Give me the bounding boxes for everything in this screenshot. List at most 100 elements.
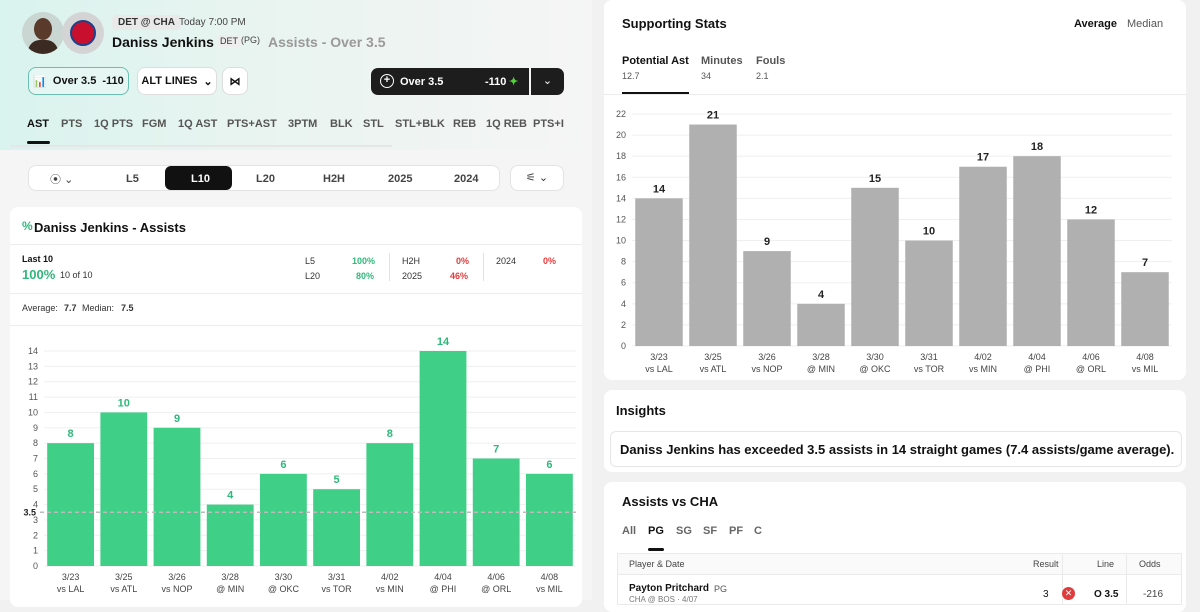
y-tick-label: 8 bbox=[33, 438, 38, 448]
filter-button[interactable]: ⚟ ⌄ bbox=[510, 165, 564, 191]
toggle-average[interactable]: Average bbox=[1074, 18, 1118, 30]
split-value-2025: 46% bbox=[450, 271, 469, 281]
bar-value-label: 14 bbox=[437, 336, 450, 348]
y-tick-label: 11 bbox=[29, 392, 38, 402]
tab-blk[interactable]: BLK bbox=[330, 118, 353, 130]
bar-value-label: 18 bbox=[1031, 141, 1043, 153]
tab-reb[interactable]: REB bbox=[453, 118, 477, 130]
tab-1q-ast[interactable]: 1Q AST bbox=[178, 118, 218, 130]
tab-potential-ast[interactable]: Potential Ast bbox=[622, 55, 689, 67]
tab-minutes[interactable]: Minutes bbox=[701, 55, 743, 67]
bet-dropdown-button[interactable]: ⌄ bbox=[531, 68, 564, 95]
y-tick-label: 14 bbox=[616, 193, 626, 203]
assists-vs-title: Assists vs CHA bbox=[622, 494, 719, 509]
y-tick-label: 18 bbox=[616, 151, 626, 161]
tab-1q-pts[interactable]: 1Q PTS bbox=[94, 118, 134, 130]
position-tab-pf[interactable]: PF bbox=[729, 525, 744, 537]
range-h2h[interactable]: H2H bbox=[323, 173, 346, 185]
tab-1q-reb[interactable]: 1Q REB bbox=[486, 118, 527, 130]
y-tick-label: 6 bbox=[621, 278, 626, 288]
bar-value-label: 9 bbox=[174, 413, 180, 425]
bar bbox=[851, 187, 899, 346]
y-tick-label: 0 bbox=[33, 561, 38, 571]
stat-tabs: AST PTS 1Q PTS FGM 1Q AST PTS+AST 3PTM BLK STL ST… bbox=[0, 116, 592, 146]
bar-value-label: 6 bbox=[546, 459, 552, 471]
selected-line-button[interactable]: 📊 Over 3.5 -110 bbox=[28, 67, 129, 95]
tab-fgm[interactable]: FGM bbox=[142, 118, 167, 130]
x-tick-opponent: vs ATL bbox=[700, 364, 727, 374]
x-tick-opponent: vs NOP bbox=[751, 364, 782, 374]
x-tick-date: 4/08 bbox=[541, 572, 559, 582]
position-tab-pg[interactable]: PG bbox=[648, 525, 664, 537]
x-tick-date: 3/30 bbox=[275, 572, 293, 582]
row-line: O 3.5 bbox=[1094, 589, 1119, 600]
range-l5[interactable]: L5 bbox=[126, 173, 139, 185]
bar-value-label: 8 bbox=[387, 428, 393, 440]
x-tick-date: 3/26 bbox=[168, 572, 186, 582]
bar bbox=[1121, 272, 1169, 346]
x-tick-date: 4/08 bbox=[1136, 352, 1154, 362]
tab-pts[interactable]: PTS bbox=[61, 118, 83, 130]
bar-value-label: 10 bbox=[923, 226, 935, 238]
divider bbox=[1126, 553, 1127, 605]
alt-lines-label: ALT LINES bbox=[141, 75, 198, 87]
alt-lines-button[interactable]: ALT LINES ⌄ bbox=[137, 67, 217, 95]
position-tab-all[interactable]: All bbox=[622, 525, 637, 537]
tab-fouls[interactable]: Fouls bbox=[756, 55, 786, 67]
tab-stl[interactable]: STL bbox=[363, 118, 384, 130]
split-value-l20: 80% bbox=[356, 271, 375, 281]
bar bbox=[635, 198, 683, 346]
position-tab-c[interactable]: C bbox=[754, 525, 762, 537]
trend-chart-button[interactable]: ⋈ bbox=[222, 67, 248, 95]
x-tick-date: 3/25 bbox=[704, 352, 722, 362]
place-bet-button[interactable]: + Over 3.5 -110 ✦ bbox=[371, 68, 529, 95]
bar-value-label: 12 bbox=[1085, 204, 1097, 216]
bar bbox=[47, 443, 95, 566]
insights-title: Insights bbox=[616, 403, 666, 418]
y-tick-label: 0 bbox=[621, 341, 626, 351]
line-marker-label: 3.5 bbox=[23, 507, 36, 517]
tab-pts-ast[interactable]: PTS+AST bbox=[227, 118, 277, 130]
tab-active-indicator bbox=[622, 92, 689, 94]
range-active-indicator bbox=[165, 166, 232, 190]
y-tick-label: 6 bbox=[33, 469, 38, 479]
bar-value-label: 15 bbox=[869, 173, 881, 185]
bet-label: Over 3.5 bbox=[400, 76, 444, 88]
divider bbox=[10, 325, 582, 326]
tab-ast[interactable]: AST bbox=[27, 118, 49, 130]
tab-stl-blk[interactable]: STL+BLK bbox=[395, 118, 445, 130]
tab-minutes-value: 34 bbox=[701, 71, 712, 81]
divider bbox=[604, 94, 1186, 95]
chevron-down-icon: ⌄ bbox=[203, 75, 213, 88]
miss-x-icon: ✕ bbox=[1062, 587, 1075, 600]
range-l20[interactable]: L20 bbox=[256, 173, 275, 185]
last-label: Last 10 bbox=[22, 254, 54, 264]
y-tick-label: 9 bbox=[33, 423, 38, 433]
toggle-median[interactable]: Median bbox=[1127, 18, 1164, 30]
game-time: Today 7:00 PM bbox=[179, 17, 246, 28]
range-2025[interactable]: 2025 bbox=[388, 173, 413, 185]
y-tick-label: 4 bbox=[33, 500, 38, 510]
location-filter[interactable]: ⦿ ⌄ bbox=[50, 171, 73, 187]
col-player: Player & Date bbox=[629, 559, 685, 569]
bar-value-label: 21 bbox=[707, 110, 719, 122]
bar bbox=[797, 303, 845, 346]
range-2024[interactable]: 2024 bbox=[454, 173, 479, 185]
position-tab-sg[interactable]: SG bbox=[676, 525, 692, 537]
tab-pts-i[interactable]: PTS+I bbox=[533, 118, 564, 130]
tab-underline-track bbox=[10, 145, 392, 147]
bar bbox=[100, 412, 148, 566]
player-team: DET bbox=[217, 35, 241, 47]
x-tick-opponent: vs LAL bbox=[57, 584, 85, 594]
plus-icon: + bbox=[380, 74, 394, 88]
x-tick-opponent: @ PHI bbox=[430, 584, 457, 594]
range-l10[interactable]: L10 bbox=[191, 173, 210, 185]
x-tick-opponent: vs TOR bbox=[914, 364, 945, 374]
divider bbox=[10, 244, 582, 245]
position-tab-sf[interactable]: SF bbox=[703, 525, 718, 537]
x-tick-date: 3/25 bbox=[115, 572, 133, 582]
bar-value-label: 8 bbox=[68, 428, 74, 440]
card-title: Daniss Jenkins - Assists bbox=[34, 220, 186, 235]
tab-3ptm[interactable]: 3PTM bbox=[288, 118, 318, 130]
